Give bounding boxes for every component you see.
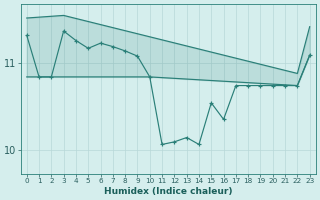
- X-axis label: Humidex (Indice chaleur): Humidex (Indice chaleur): [104, 187, 232, 196]
